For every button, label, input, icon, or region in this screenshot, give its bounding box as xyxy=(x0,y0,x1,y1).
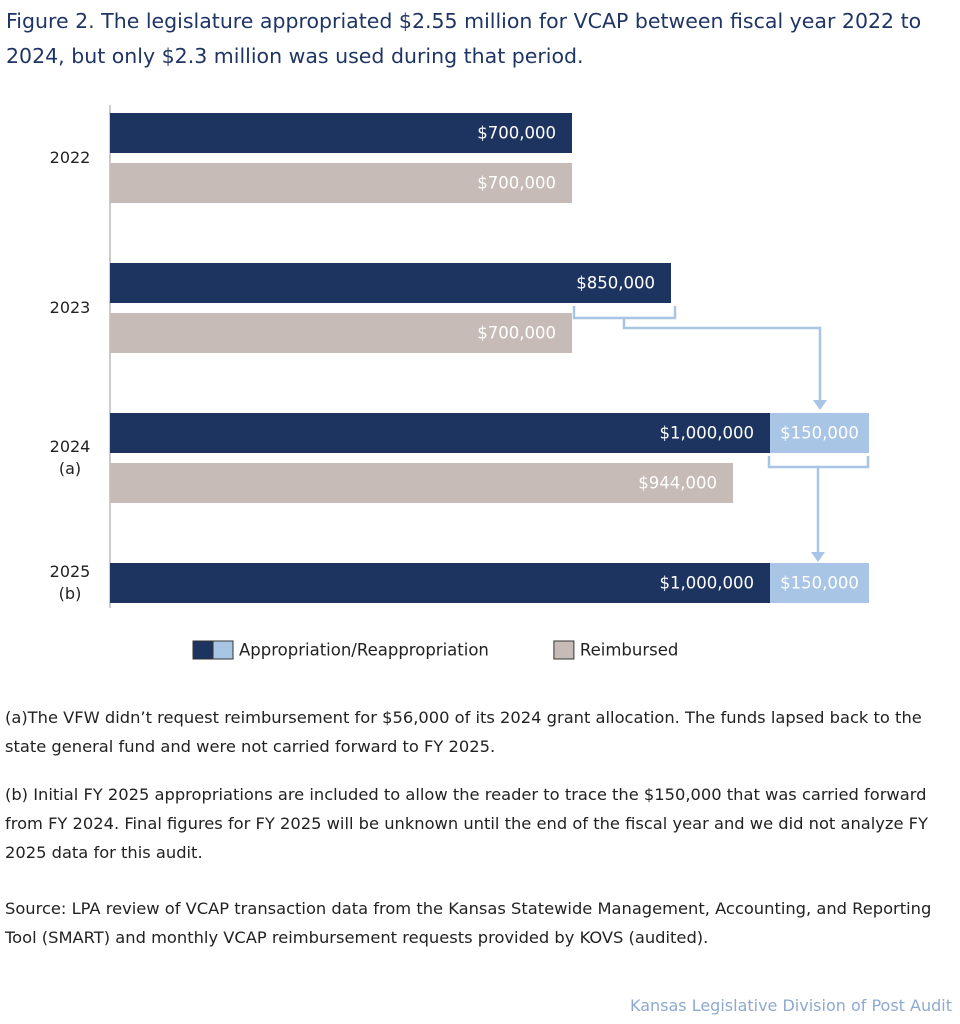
value-label: $850,000 xyxy=(576,274,655,293)
bracket-2024 xyxy=(767,456,870,556)
value-label: $150,000 xyxy=(780,574,859,593)
legend-swatch xyxy=(553,640,575,660)
y-tick-label: 2024 (a) xyxy=(49,437,91,478)
bar xyxy=(110,263,671,303)
legend-label: Appropriation/Reappropriation xyxy=(239,641,489,660)
source: Source: LPA review of VCAP transaction d… xyxy=(5,899,932,947)
note: (a)The VFW didn’t request reimbursement … xyxy=(5,708,922,756)
y-tick-label: 2023 xyxy=(49,298,91,317)
carried-bar xyxy=(770,563,869,603)
y-tick-label: 2022 xyxy=(49,148,91,167)
value-label: $1,000,000 xyxy=(660,574,754,593)
value-label: $700,000 xyxy=(477,174,556,193)
carried-bar xyxy=(770,413,869,453)
credit: Kansas Legislative Division of Post Audi… xyxy=(629,996,952,1015)
value-label: $700,000 xyxy=(477,124,556,143)
chart-title: Figure 2. The legislature appropriated $… xyxy=(6,9,922,68)
bracket-2023 xyxy=(572,306,822,404)
chart: $700,000 $700,000 $850,000 $700,000 $1,000,0… xyxy=(109,105,870,660)
bar xyxy=(110,313,572,353)
y-tick-label: 2025 (b) xyxy=(49,562,91,603)
value-label: $700,000 xyxy=(477,324,556,343)
bar xyxy=(110,163,572,203)
value-label: $150,000 xyxy=(780,424,859,443)
value-label: $1,000,000 xyxy=(660,424,754,443)
bar xyxy=(110,463,734,503)
bar xyxy=(110,413,770,453)
legend-swatch xyxy=(212,640,234,660)
bar xyxy=(110,113,572,153)
carry-arrows xyxy=(572,306,870,556)
value-label: $944,000 xyxy=(638,474,717,493)
legend-label: Reimbursed xyxy=(580,641,678,660)
note: (b) Initial FY 2025 appropriations are i… xyxy=(5,785,928,862)
legend-swatch xyxy=(192,640,214,660)
bar xyxy=(110,563,770,603)
